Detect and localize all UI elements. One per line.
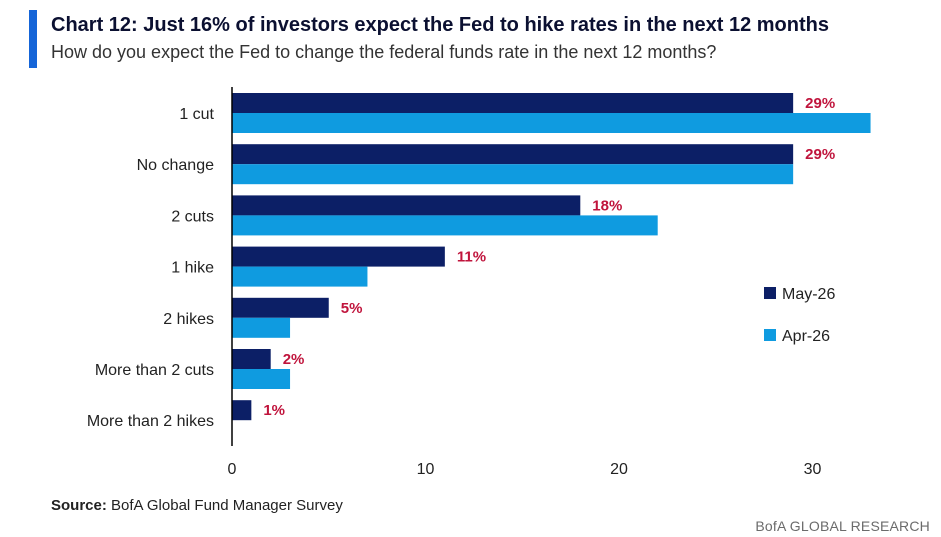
data-label: 5% — [341, 300, 363, 317]
labels-group: 1 cut 29% No change 29% 2 cuts 18% 1 hike 11% 2 … — [87, 95, 835, 430]
bar-may — [232, 144, 794, 165]
legend: May-26 Apr-26 — [764, 286, 835, 345]
category-label: 1 cut — [179, 106, 214, 123]
legend-swatch — [764, 329, 776, 341]
data-label: 2% — [283, 351, 305, 368]
category-label: More than 2 cuts — [95, 362, 214, 379]
data-label: 29% — [805, 146, 835, 163]
data-label: 11% — [457, 249, 486, 266]
bar-apr — [232, 164, 794, 185]
x-tick-label: 0 — [228, 461, 237, 478]
category-label: No change — [137, 157, 214, 174]
bar-apr — [232, 317, 291, 338]
bar-apr — [232, 369, 291, 389]
brand-logo-text: BofA GLOBAL RESEARCH — [755, 518, 930, 534]
axis-group: 0 10 20 30 — [228, 87, 822, 478]
bar-apr — [232, 266, 368, 287]
bar-may — [232, 349, 271, 369]
chart-subtitle: How do you expect the Fed to change the … — [51, 42, 717, 62]
bar-may — [232, 400, 252, 421]
category-label: 2 hikes — [163, 311, 214, 328]
source-label: Source: — [51, 497, 107, 514]
bars-group — [232, 93, 871, 421]
category-label: 1 hike — [171, 260, 214, 277]
x-tick-label: 10 — [417, 461, 435, 478]
category-label: More than 2 hikes — [87, 413, 214, 430]
title-accent-bar — [29, 10, 37, 68]
bar-may — [232, 93, 794, 113]
x-tick-label: 20 — [610, 461, 628, 478]
bar-apr — [232, 113, 871, 133]
x-tick-label: 30 — [804, 461, 822, 478]
bar-may — [232, 297, 329, 318]
legend-label: Apr-26 — [782, 328, 830, 345]
data-label: 29% — [805, 95, 835, 112]
legend-label: May-26 — [782, 286, 835, 303]
bar-may — [232, 246, 445, 267]
legend-swatch — [764, 287, 776, 299]
bar-may — [232, 195, 581, 216]
source-note: Source: BofA Global Fund Manager Survey — [51, 497, 343, 514]
chart-title: Chart 12: Just 16% of investors expect t… — [51, 14, 829, 36]
data-label: 1% — [263, 402, 285, 419]
data-label: 18% — [592, 197, 622, 214]
bar-apr — [232, 215, 658, 236]
category-label: 2 cuts — [171, 208, 214, 225]
source-text: BofA Global Fund Manager Survey — [111, 497, 343, 514]
